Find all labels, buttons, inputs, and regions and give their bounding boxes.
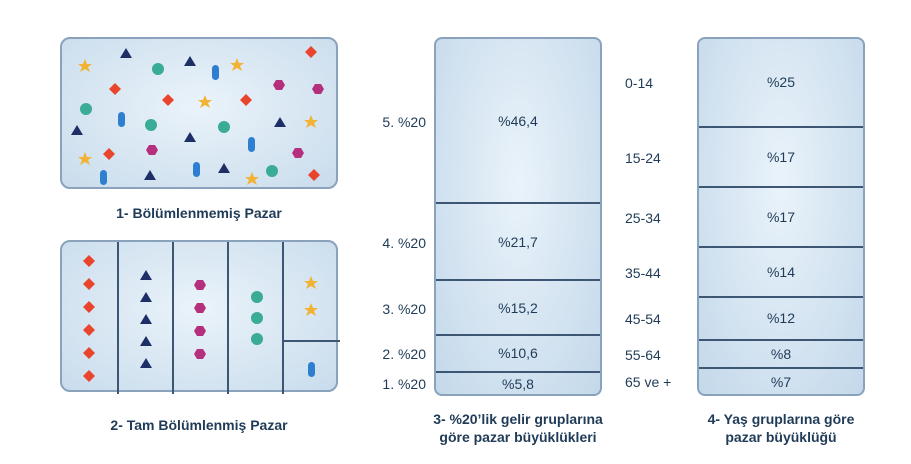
capsule-icon	[248, 137, 255, 152]
star-icon	[78, 152, 92, 165]
star-icon	[304, 276, 318, 289]
circle-icon	[145, 119, 157, 131]
age-group-caption: 4- Yaş gruplarına göre pazar büyüklüğü	[671, 410, 891, 446]
star-icon	[304, 115, 318, 128]
circle-icon	[80, 103, 92, 115]
circle-icon	[251, 333, 263, 345]
circle-icon	[266, 165, 278, 177]
age-group-caption-line1: 4- Yaş gruplarına göre	[707, 411, 855, 427]
income-quintile-column: %46,4 %21,7 %15,2 %10,6 %5,8	[434, 37, 602, 396]
hexagon-icon	[292, 148, 304, 158]
segment-label: 55-64	[625, 346, 661, 363]
segment-label: 65 ve +	[625, 373, 672, 390]
segment-value: %14	[699, 248, 863, 299]
segment-value: %7	[770, 373, 792, 390]
diamond-icon	[83, 278, 95, 290]
star-icon	[245, 172, 259, 185]
diamond-icon	[109, 83, 121, 95]
star-icon	[198, 95, 212, 108]
circle-icon	[218, 121, 230, 133]
age-group-caption-line2: pazar büyüklüğü	[725, 429, 837, 445]
segment-label: 3. %20	[382, 300, 426, 317]
segment-label: 1. %20	[382, 375, 426, 392]
triangle-icon	[144, 170, 156, 180]
diamond-icon	[83, 324, 95, 336]
triangle-icon	[184, 56, 196, 66]
segment-value: %12	[699, 298, 863, 341]
triangle-icon	[71, 125, 83, 135]
segment-label: 45-54	[625, 311, 661, 328]
diamond-icon	[240, 94, 252, 106]
capsule-icon	[118, 112, 125, 127]
triangle-icon	[120, 48, 132, 58]
segmented-shapes	[83, 242, 340, 394]
segment-label: 25-34	[625, 210, 661, 227]
hexagon-icon	[194, 280, 206, 290]
circle-icon	[251, 291, 263, 303]
unsegmented-market-caption: 1- Bölümlenmemiş Pazar	[116, 205, 282, 221]
segment-value: %5,8	[502, 375, 534, 392]
income-quintile-caption-line1: 3- %20’lik gelir gruplarına	[433, 411, 603, 427]
segment-value: %15,2	[436, 281, 600, 336]
segment-value: %17	[699, 188, 863, 249]
hexagon-icon	[146, 145, 158, 155]
hexagon-icon	[194, 326, 206, 336]
circle-icon	[251, 312, 263, 324]
unsegmented-market-panel	[60, 37, 338, 189]
segment-label: 2. %20	[382, 346, 426, 363]
diamond-icon	[162, 94, 174, 106]
unsegmented-shapes	[71, 46, 324, 185]
triangle-icon	[218, 163, 230, 173]
segment-value: %17	[699, 128, 863, 189]
segment-label: 15-24	[625, 149, 661, 166]
income-quintile-caption-line2: göre pazar büyüklükleri	[439, 429, 597, 445]
triangle-icon	[184, 132, 196, 142]
segment-value: %46,4	[436, 39, 600, 205]
hexagon-icon	[312, 84, 324, 94]
diamond-icon	[83, 301, 95, 313]
segment-value: %10,6	[436, 336, 600, 374]
hexagon-icon	[273, 80, 285, 90]
triangle-icon	[140, 314, 152, 324]
segment-value: %25	[699, 39, 863, 128]
triangle-icon	[140, 270, 152, 280]
circle-icon	[152, 63, 164, 75]
triangle-icon	[140, 292, 152, 302]
segment-label: 4. %20	[382, 234, 426, 251]
hexagon-icon	[194, 349, 206, 359]
fully-segmented-market-panel	[60, 240, 340, 394]
segment-value: %21,7	[436, 204, 600, 282]
segment-label: 35-44	[625, 265, 661, 282]
segment-label: 5. %20	[382, 113, 426, 130]
hexagon-icon	[194, 303, 206, 313]
diamond-icon	[305, 46, 317, 58]
diamond-icon	[308, 169, 320, 181]
capsule-icon	[100, 170, 107, 185]
diamond-icon	[83, 370, 95, 382]
triangle-icon	[274, 117, 286, 127]
star-icon	[78, 59, 92, 72]
income-quintile-caption: 3- %20’lik gelir gruplarına göre pazar b…	[398, 410, 638, 446]
capsule-icon	[308, 362, 315, 377]
diamond-icon	[83, 347, 95, 359]
capsule-icon	[212, 65, 219, 80]
star-icon	[230, 58, 244, 71]
triangle-icon	[140, 358, 152, 368]
segment-label: 0-14	[625, 75, 654, 92]
triangle-icon	[140, 336, 152, 346]
capsule-icon	[193, 162, 200, 177]
star-icon	[304, 303, 318, 316]
fully-segmented-market-caption: 2- Tam Bölümlenmiş Pazar	[110, 417, 288, 433]
diamond-icon	[103, 148, 115, 160]
age-group-column: %25 %17 %17 %14 %12 %8 %7	[697, 37, 865, 396]
diamond-icon	[83, 255, 95, 267]
segment-value: %8	[699, 341, 863, 370]
